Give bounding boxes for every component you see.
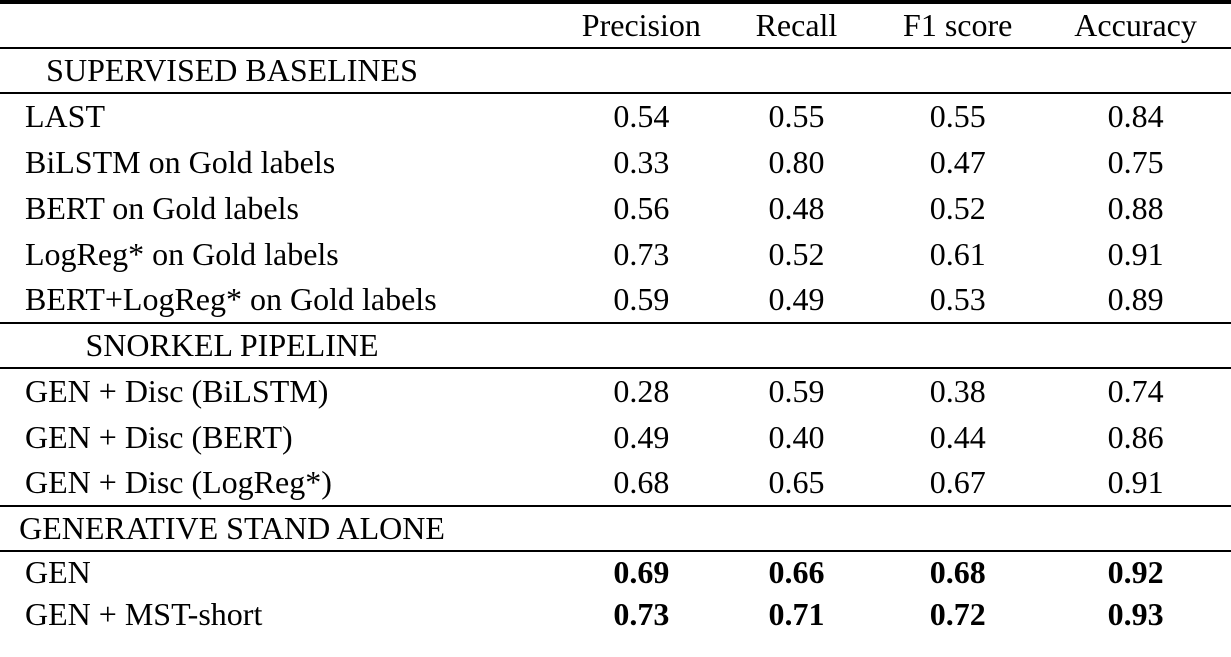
section-title: GENERATIVE STAND ALONE: [19, 510, 445, 546]
metric-value: 0.84: [1107, 98, 1164, 134]
metric-value: 0.56: [613, 189, 670, 226]
metric-value: 0.68: [613, 464, 670, 500]
header-empty-cell: [0, 2, 565, 48]
metric-value: 0.91: [1107, 235, 1164, 272]
metric-value: 0.72: [929, 595, 986, 632]
row-label: BERT+LogReg* on Gold labels: [25, 281, 437, 317]
section-header-row: SNORKEL PIPELINE: [0, 323, 1231, 368]
row-label: GEN + MST-short: [25, 595, 263, 632]
metric-value: 0.73: [613, 595, 670, 632]
table-body: SUPERVISED BASELINES LAST 0.54 0.55 0.55 0.84…: [0, 48, 1231, 635]
table-row: GEN + MST-short 0.73 0.71 0.72 0.93: [0, 593, 1231, 635]
header-row: Precision Recall F1 score Accuracy: [0, 2, 1231, 48]
table-row: GEN + Disc (LogReg*) 0.68 0.65 0.67 0.91: [0, 460, 1231, 506]
metric-value: 0.69: [613, 554, 670, 590]
metric-value: 0.93: [1107, 595, 1164, 632]
metric-value: 0.92: [1107, 554, 1164, 590]
metric-value: 0.55: [929, 98, 986, 134]
empty-cell: [1040, 48, 1231, 93]
metric-value: 0.40: [768, 418, 825, 455]
metric-value: 0.53: [929, 281, 986, 317]
row-label: LogReg* on Gold labels: [25, 235, 339, 272]
metric-value: 0.59: [613, 281, 670, 317]
results-table: Precision Recall F1 score Accuracy SUPERVISE…: [0, 0, 1231, 635]
metric-value: 0.49: [768, 281, 825, 317]
metric-value: 0.75: [1107, 143, 1164, 180]
row-label: GEN + Disc (BiLSTM): [25, 373, 329, 409]
column-header: F1 score: [903, 7, 1013, 43]
empty-cell: [1040, 323, 1231, 368]
column-header: Precision: [581, 7, 701, 43]
metric-value: 0.55: [768, 98, 825, 134]
empty-cell: [718, 323, 876, 368]
section-header-row: SUPERVISED BASELINES: [0, 48, 1231, 93]
metric-value: 0.61: [929, 235, 986, 272]
metric-value: 0.48: [768, 189, 825, 226]
row-label: GEN + Disc (BERT): [25, 418, 293, 455]
empty-cell: [1040, 506, 1231, 551]
metric-value: 0.28: [613, 373, 670, 409]
empty-cell: [718, 48, 876, 93]
section-title: SUPERVISED BASELINES: [46, 52, 418, 88]
metric-value: 0.52: [929, 189, 986, 226]
table-head: Precision Recall F1 score Accuracy: [0, 2, 1231, 48]
table-row: BERT+LogReg* on Gold labels 0.59 0.49 0.53 0…: [0, 277, 1231, 323]
metric-value: 0.33: [613, 143, 670, 180]
empty-cell: [875, 48, 1040, 93]
metric-value: 0.71: [768, 595, 825, 632]
section-title: SNORKEL PIPELINE: [85, 327, 379, 363]
section-header-row: GENERATIVE STAND ALONE: [0, 506, 1231, 551]
metric-value: 0.38: [929, 373, 986, 409]
table-row: BiLSTM on Gold labels 0.33 0.80 0.47 0.75: [0, 139, 1231, 185]
empty-cell: [565, 323, 718, 368]
metric-value: 0.80: [768, 143, 825, 180]
metric-value: 0.66: [768, 554, 825, 590]
table-row: GEN + Disc (BERT) 0.49 0.40 0.44 0.86: [0, 414, 1231, 460]
metric-value: 0.52: [768, 235, 825, 272]
row-label: LAST: [25, 98, 105, 134]
metric-value: 0.47: [929, 143, 986, 180]
metric-value: 0.54: [613, 98, 670, 134]
empty-cell: [875, 506, 1040, 551]
metric-value: 0.74: [1107, 373, 1164, 409]
metric-value: 0.68: [929, 554, 986, 590]
metric-value: 0.73: [613, 235, 670, 272]
metric-value: 0.67: [929, 464, 986, 500]
metric-value: 0.91: [1107, 464, 1164, 500]
table-row: LAST 0.54 0.55 0.55 0.84: [0, 93, 1231, 139]
metric-value: 0.88: [1107, 189, 1164, 226]
empty-cell: [718, 506, 876, 551]
table-row: BERT on Gold labels 0.56 0.48 0.52 0.88: [0, 185, 1231, 231]
table-row: GEN + Disc (BiLSTM) 0.28 0.59 0.38 0.74: [0, 368, 1231, 414]
column-header: Accuracy: [1074, 7, 1197, 43]
metric-value: 0.89: [1107, 281, 1164, 317]
metric-value: 0.44: [929, 418, 986, 455]
row-label: BiLSTM on Gold labels: [25, 143, 336, 180]
empty-cell: [565, 48, 718, 93]
row-label: BERT on Gold labels: [25, 189, 299, 226]
metric-value: 0.59: [768, 373, 825, 409]
column-header: Recall: [755, 7, 838, 43]
metric-value: 0.86: [1107, 418, 1164, 455]
table-row: GEN 0.69 0.66 0.68 0.92: [0, 551, 1231, 593]
table-row: LogReg* on Gold labels 0.73 0.52 0.61 0.91: [0, 231, 1231, 277]
metric-value: 0.49: [613, 418, 670, 455]
empty-cell: [565, 506, 718, 551]
empty-cell: [875, 323, 1040, 368]
metric-value: 0.65: [768, 464, 825, 500]
row-label: GEN: [25, 554, 91, 590]
row-label: GEN + Disc (LogReg*): [25, 464, 332, 500]
